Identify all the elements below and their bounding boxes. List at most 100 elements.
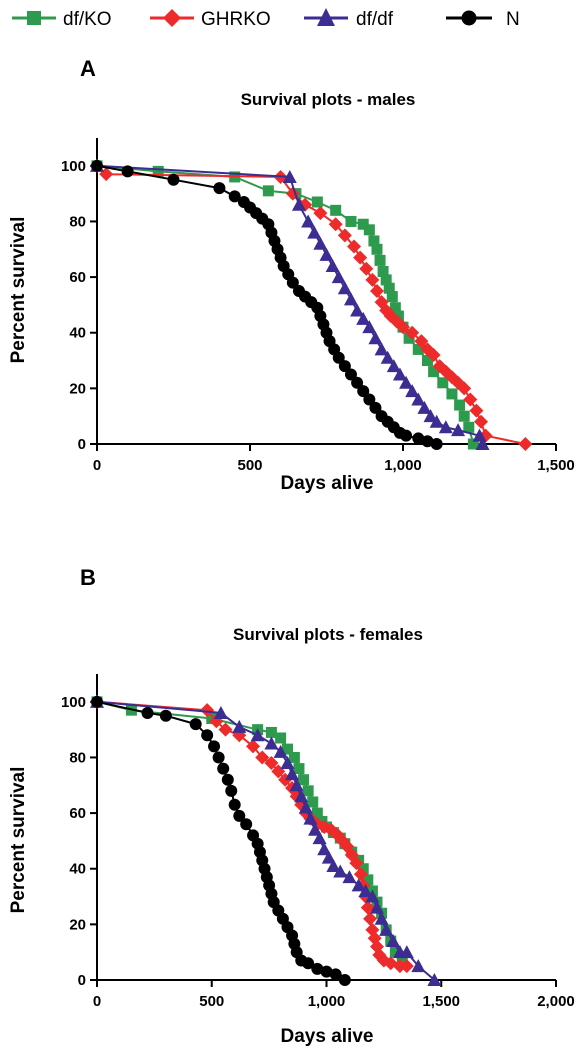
data-point-dfko <box>302 785 314 797</box>
data-point-n <box>332 351 345 364</box>
data-point-dfko <box>371 243 383 255</box>
panel-label-a: A <box>80 56 96 81</box>
data-point-dfko <box>380 274 392 286</box>
data-point-ghrko <box>457 381 472 396</box>
data-point-dfko <box>288 751 300 763</box>
legend-circle-marker-icon <box>461 10 477 26</box>
data-point-dfdf <box>321 850 336 864</box>
data-point-dfdf <box>294 789 309 803</box>
data-point-dfko <box>458 410 470 422</box>
data-point-dfdf <box>303 811 318 825</box>
data-point-ghrko <box>396 320 410 335</box>
data-point-ghrko <box>353 867 368 882</box>
data-point-dfdf <box>337 281 352 295</box>
data-point-n <box>369 401 382 414</box>
data-point-ghrko <box>426 347 441 362</box>
y-axis-title-b: Percent survival <box>8 767 29 914</box>
data-point-dfdf <box>356 311 371 325</box>
legend-label-dfdf: df/df <box>356 9 394 30</box>
data-point-ghrko <box>337 228 352 243</box>
data-point-dfdf <box>405 384 420 398</box>
data-point-dfdf <box>451 423 466 437</box>
data-point-ghrko <box>255 750 270 765</box>
data-point-dfdf <box>232 719 247 733</box>
data-point-dfko <box>152 165 164 177</box>
data-point-dfdf <box>365 889 380 903</box>
y-tick-label: 0 <box>78 972 86 989</box>
data-point-n <box>240 818 253 831</box>
data-point-dfdf <box>475 437 490 450</box>
data-point-dfdf <box>379 922 394 936</box>
data-point-dfdf <box>331 270 346 284</box>
axes-b: 0 20 40 60 80 100 0 500 1,000 1,500 2,000 <box>61 674 575 1010</box>
data-point-n <box>363 393 376 406</box>
data-point-dfdf <box>358 883 373 897</box>
data-point-dfko <box>412 343 424 355</box>
data-point-ghrko <box>463 392 478 407</box>
data-point-dfdf <box>301 214 316 228</box>
data-point-dfdf <box>333 864 348 878</box>
data-point-n <box>91 159 103 172</box>
legend-label-ghrko: GHRKO <box>201 9 271 30</box>
data-point-ghrko <box>360 900 375 915</box>
data-point-dfdf <box>399 375 414 389</box>
data-point-n <box>338 360 351 373</box>
data-point-n <box>421 435 434 448</box>
data-point-dfko <box>363 224 375 236</box>
data-point-dfko <box>389 302 401 314</box>
data-point-ghrko <box>399 959 414 974</box>
data-point-dfdf <box>351 878 366 892</box>
data-point-dfdf <box>264 736 279 750</box>
data-point-dfdf <box>273 744 288 758</box>
data-point-ghrko <box>347 239 362 254</box>
data-point-dfko <box>386 291 398 303</box>
series-line-dfdf <box>96 700 436 981</box>
data-point-dfdf <box>362 320 377 334</box>
data-point-dfdf <box>319 247 334 261</box>
data-point-dfko <box>262 185 274 197</box>
data-point-dfdf <box>429 414 444 428</box>
x-tick-label: 500 <box>199 993 224 1010</box>
data-point-dfdf <box>298 800 313 814</box>
data-point-dfko <box>362 874 374 886</box>
chart-title-a: Survival plots - males <box>241 90 416 109</box>
data-point-ghrko <box>264 756 279 771</box>
data-point-n <box>228 190 241 203</box>
data-point-ghrko <box>365 272 380 287</box>
y-tick-label: 20 <box>69 380 86 397</box>
data-point-n <box>208 740 221 753</box>
data-point-dfko <box>389 946 401 958</box>
x-tick-label: 1,000 <box>308 993 346 1010</box>
axes-a: 0 20 40 60 80 100 0 500 1,000 1,500 <box>61 138 575 474</box>
data-point-n <box>217 762 230 775</box>
y-tick-label: 60 <box>69 805 86 822</box>
data-point-n <box>286 276 299 289</box>
data-point-n <box>351 376 364 389</box>
data-point-n <box>201 729 214 742</box>
data-point-dfdf <box>312 831 327 845</box>
data-point-dfdf <box>386 934 401 948</box>
data-point-dfko <box>357 218 369 230</box>
data-point-ghrko <box>363 911 378 926</box>
chart-title-b: Survival plots - females <box>233 625 423 644</box>
legend-item-n: N <box>446 9 520 30</box>
data-point-dfko <box>316 815 328 827</box>
data-point-dfdf <box>438 420 453 434</box>
legend-label-n: N <box>506 9 520 30</box>
data-point-dfko <box>206 713 218 725</box>
data-point-dfdf <box>285 767 300 781</box>
panel-b: B Survival plots - females Percent survi… <box>8 565 575 1047</box>
data-point-dfdf <box>411 959 426 973</box>
data-point-n <box>338 974 351 986</box>
panel-label-b: B <box>80 565 96 590</box>
y-tick-label: 40 <box>69 325 86 342</box>
legend-item-dfko: df/KO <box>12 9 112 30</box>
data-point-dfdf <box>289 778 304 792</box>
data-point-dfko <box>330 204 342 216</box>
data-point-dfdf <box>392 367 407 381</box>
data-point-n <box>167 173 180 186</box>
data-point-n <box>221 773 234 786</box>
x-tick-label: 2,000 <box>537 993 575 1010</box>
data-point-dfdf <box>213 705 228 719</box>
